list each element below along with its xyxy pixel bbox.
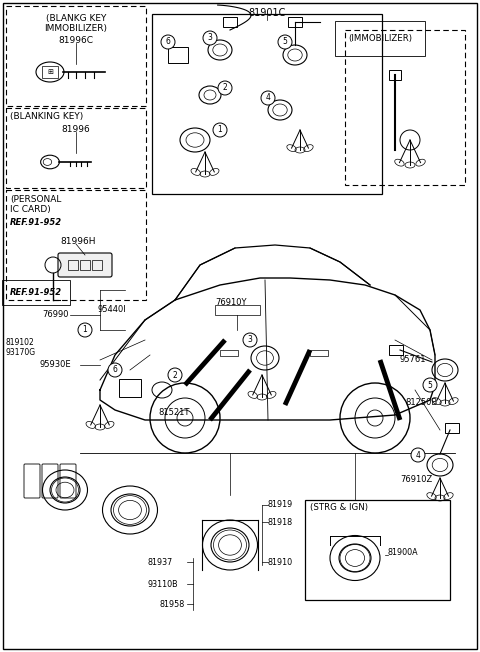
Circle shape [218,81,232,95]
Text: 81996C: 81996C [59,36,94,45]
Text: ⊞: ⊞ [47,69,53,75]
Text: REF.91-952: REF.91-952 [10,288,62,297]
Text: 4: 4 [265,93,270,102]
Text: 5: 5 [283,38,288,46]
Text: (STRG & IGN): (STRG & IGN) [310,503,368,512]
Circle shape [243,333,257,347]
Text: 76990: 76990 [42,310,69,319]
Text: 2: 2 [223,83,228,93]
Text: 1: 1 [217,125,222,134]
Circle shape [213,123,227,137]
Text: 5: 5 [428,381,432,389]
Text: 81918: 81918 [268,518,293,527]
Circle shape [411,448,425,462]
Text: (IMMOBILIZER): (IMMOBILIZER) [348,34,412,43]
Text: 76910Z: 76910Z [400,475,432,484]
Circle shape [278,35,292,49]
Text: 81521T: 81521T [158,408,190,417]
Text: 95440I: 95440I [98,305,127,314]
FancyBboxPatch shape [58,253,112,277]
Circle shape [108,363,122,377]
Text: 2: 2 [173,370,178,379]
Text: 81996H: 81996H [60,237,96,246]
Text: 81250B: 81250B [405,398,437,407]
Circle shape [423,378,437,392]
Text: 95761: 95761 [400,355,427,364]
Text: 6: 6 [113,366,118,374]
Text: (BLANKING KEY): (BLANKING KEY) [10,112,83,121]
Text: 81958: 81958 [160,600,185,609]
Circle shape [203,31,217,45]
Text: 81919: 81919 [268,500,293,509]
Text: 81900A: 81900A [388,548,419,557]
Text: REF.91-952: REF.91-952 [10,218,62,227]
Text: 81996: 81996 [61,125,90,134]
Text: 3: 3 [248,336,252,344]
Text: 81901C: 81901C [248,8,286,18]
Text: (PERSONAL
IC CARD): (PERSONAL IC CARD) [10,195,61,215]
Text: 4: 4 [416,451,420,460]
Text: 819102
93170G: 819102 93170G [5,338,35,357]
Text: (BLANKG KEY
IMMOBILIZER): (BLANKG KEY IMMOBILIZER) [45,14,108,33]
Circle shape [78,323,92,337]
Text: 81910: 81910 [268,558,293,567]
Text: 93110B: 93110B [148,580,179,589]
Circle shape [150,383,220,453]
Text: 95930E: 95930E [40,360,72,369]
Text: 81937: 81937 [148,558,173,567]
Circle shape [340,383,410,453]
Text: 76910Y: 76910Y [215,298,247,307]
Circle shape [161,35,175,49]
Text: 6: 6 [166,38,170,46]
Circle shape [261,91,275,105]
Text: 1: 1 [83,325,87,334]
Circle shape [168,368,182,382]
Text: 3: 3 [207,33,213,42]
